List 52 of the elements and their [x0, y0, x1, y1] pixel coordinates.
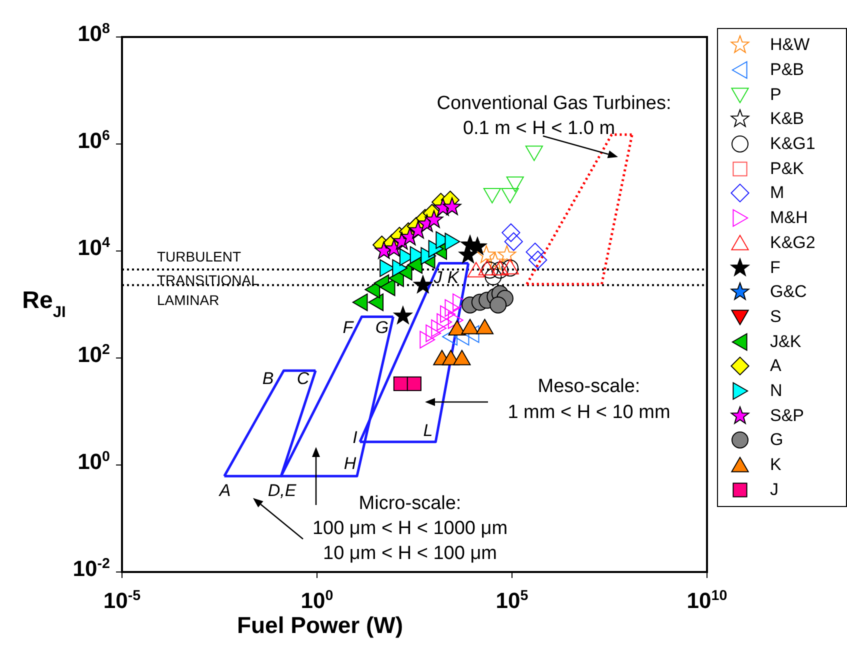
y-tick-label: 10$^{8}$: [78, 21, 110, 46]
x-tick-label: 10$^{5}$: [496, 588, 528, 613]
legend-label: M: [770, 183, 784, 204]
annotation: Micro-scale:: [358, 493, 462, 514]
annotation: F: [342, 318, 355, 337]
annotation: L: [423, 421, 433, 440]
x-tick-label: 10$^{-5}$: [103, 588, 141, 613]
y-tick-label: 10$^{4}$: [78, 235, 110, 260]
legend-label: J: [770, 480, 778, 500]
legend-label: A: [770, 356, 782, 376]
annotation: K: [447, 268, 460, 287]
x-tick-label: 10$^{0}$: [300, 588, 334, 613]
annotation: H: [344, 454, 357, 473]
annotation: J: [432, 268, 443, 287]
annotation: A: [218, 481, 231, 500]
legend-label: K&G1: [770, 134, 816, 154]
legend-label: N: [770, 380, 782, 401]
annotation: Meso-scale:: [538, 376, 640, 397]
legend-label: F: [770, 258, 780, 278]
y-tick-label: 10$^{2}$: [78, 342, 110, 367]
legend-label: P&B: [770, 60, 804, 80]
y-axis-title: Re$_{JI}$: [22, 287, 66, 320]
annotation: I: [352, 428, 358, 447]
x-tick-label: 10$^{10}$: [686, 588, 728, 613]
annotation: 0.1 m < H < 1.0 m: [462, 118, 616, 139]
annotation: TRANSITIONAL: [157, 272, 260, 288]
annotation: 1 mm < H < 10 mm: [508, 402, 670, 423]
legend-label: K&G2: [770, 232, 816, 253]
legend-label: G: [770, 430, 784, 450]
legend-label: P&K: [770, 158, 804, 179]
legend-label: P: [770, 84, 782, 105]
legend-label: S: [770, 306, 782, 327]
x-axis-title: Fuel Power (W): [236, 612, 404, 638]
annotation: D,E: [268, 481, 297, 500]
ref-line-label: LAMINAR: [157, 292, 220, 308]
legend-label: M&H: [770, 208, 808, 228]
annotation: 10 μm < H < 100 μm: [323, 543, 497, 564]
annotation: G: [375, 318, 389, 337]
annotation: C: [296, 369, 310, 388]
legend-label: S&P: [770, 406, 804, 426]
legend-label: J&K: [770, 332, 802, 352]
y-tick-label: 10$^{6}$: [78, 128, 110, 153]
legend-label: G&C: [770, 282, 807, 302]
annotation: Conventional Gas Turbines:: [436, 93, 672, 114]
annotation: 100 μm < H < 1000 μm: [312, 518, 508, 539]
legend-label: K: [770, 455, 782, 476]
annotation: B: [262, 369, 274, 388]
legend-label: K&B: [770, 109, 804, 130]
y-tick-label: 10$^{0}$: [78, 449, 110, 474]
legend-label: H&W: [770, 35, 810, 56]
ref-line-label: TURBULENT: [157, 248, 242, 265]
y-tick-label: 10$^{-2}$: [72, 556, 110, 581]
